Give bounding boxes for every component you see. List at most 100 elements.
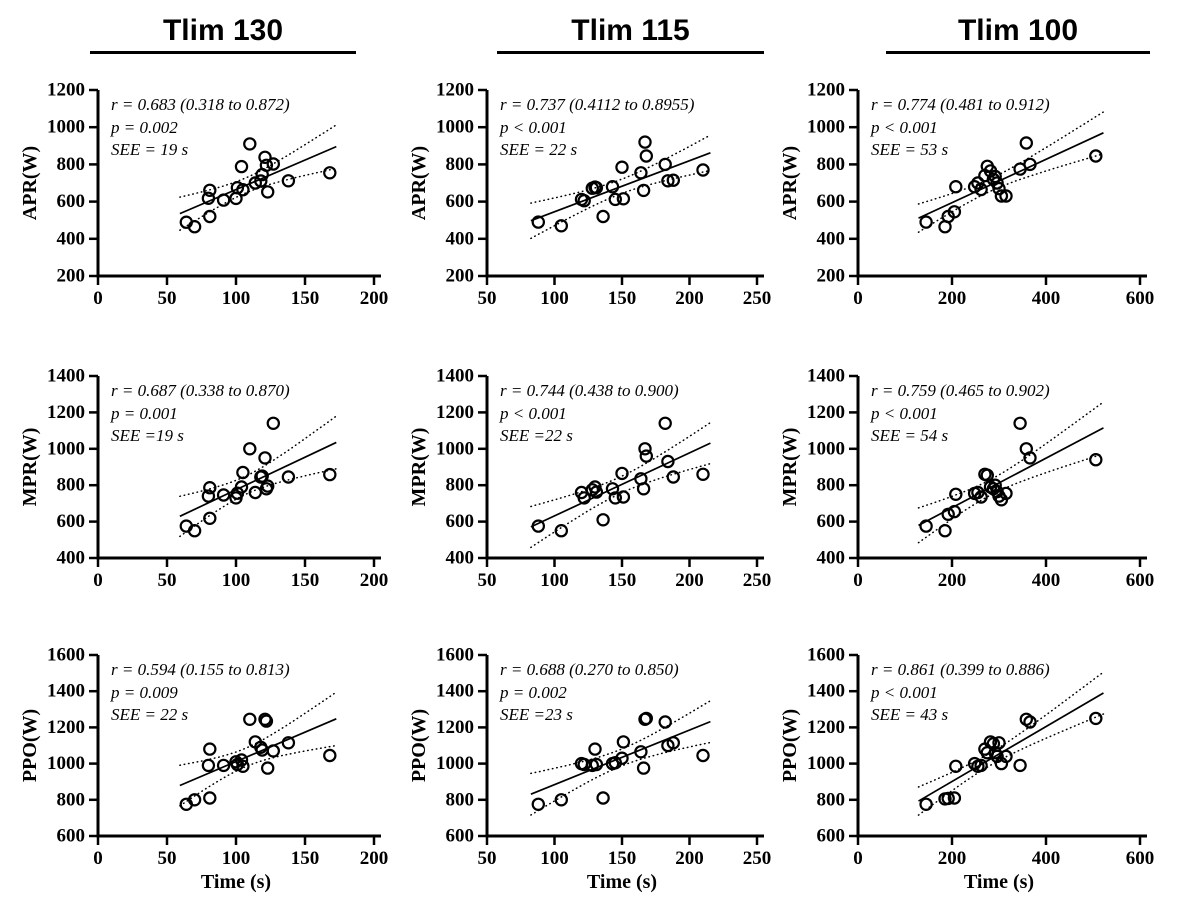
data-point — [266, 157, 280, 171]
x-tick-label: 600 — [1126, 848, 1155, 869]
data-point — [554, 524, 569, 538]
x-axis-title: Time (s) — [201, 871, 271, 893]
x-tick-label: 200 — [360, 848, 389, 869]
stats-see-line: SEE =19 s — [111, 426, 184, 445]
data-point — [323, 748, 337, 763]
data-point — [254, 174, 268, 188]
x-tick-label: 200 — [938, 288, 967, 309]
y-tick-label: 200 — [817, 266, 846, 287]
y-tick-label: 400 — [57, 228, 86, 249]
ci-upper-line — [530, 421, 712, 508]
data-point — [259, 158, 274, 172]
column-header-tlim130: Tlim 130 — [90, 14, 356, 48]
y-tick-label: 400 — [57, 548, 86, 569]
x-tick-label: 200 — [938, 848, 967, 869]
data-point — [971, 176, 985, 190]
data-point — [661, 454, 675, 469]
data-point — [949, 487, 963, 501]
x-tick-label: 50 — [478, 848, 497, 869]
data-point — [947, 205, 962, 219]
y-axis-title: PPO(W) — [19, 709, 41, 782]
x-tick-label: 200 — [360, 570, 389, 591]
data-point — [1089, 149, 1103, 163]
panel-apr-tlim130: 200 400 600 800 1000 1200 0 50 100 150 200 APR(W) r … — [19, 80, 388, 310]
y-tick-label: 1200 — [807, 402, 845, 423]
data-point — [988, 169, 1002, 184]
x-tick-label: 50 — [158, 288, 177, 309]
data-point — [234, 159, 249, 174]
y-axis-title: MPR(W) — [779, 428, 801, 507]
data-point — [634, 166, 648, 180]
x-tick-label: 100 — [222, 288, 251, 309]
stats-see-line: SEE = 19 s — [111, 140, 188, 159]
y-tick-label: 1000 — [436, 438, 474, 459]
data-point — [234, 480, 249, 494]
data-point — [234, 753, 249, 767]
x-tick-label: 250 — [743, 288, 772, 309]
y-tick-label: 1400 — [47, 681, 85, 702]
data-point — [255, 469, 269, 483]
stats-see-line: SEE = 43 s — [871, 705, 948, 724]
data-point — [216, 758, 231, 773]
data-point — [990, 176, 1004, 190]
data-point — [967, 756, 982, 771]
data-point — [658, 157, 672, 172]
y-axis-title: PPO(W) — [779, 709, 801, 782]
stats-see-line: SEE = 53 s — [871, 140, 948, 159]
stats-p-line: p < 0.001 — [870, 683, 938, 702]
y-tick-label: 400 — [446, 548, 475, 569]
data-point — [666, 736, 681, 750]
data-point — [999, 749, 1013, 764]
stats-r-line: r = 0.687 (0.338 to 0.870) — [111, 381, 290, 400]
y-tick-label: 600 — [57, 826, 86, 847]
stats-r-line: r = 0.759 (0.465 to 0.902) — [871, 381, 1050, 400]
data-point — [258, 150, 272, 164]
data-point — [608, 491, 623, 505]
data-point — [187, 793, 202, 807]
data-point — [236, 759, 250, 774]
data-point — [531, 215, 546, 229]
y-tick-label: 400 — [446, 228, 475, 249]
data-point — [919, 797, 933, 812]
data-point — [615, 160, 629, 174]
data-point — [616, 735, 631, 749]
data-point — [974, 182, 988, 197]
x-tick-label: 50 — [158, 570, 177, 591]
regression-line — [918, 692, 1104, 802]
ci-upper-line — [917, 671, 1105, 788]
y-tick-label: 800 — [57, 475, 86, 496]
data-point — [947, 504, 962, 519]
data-point — [994, 189, 1009, 203]
data-point — [323, 166, 337, 180]
data-point — [608, 192, 623, 207]
data-point — [658, 715, 672, 729]
stats-see-line: SEE =22 s — [500, 426, 573, 445]
ci-lower-line — [179, 744, 338, 807]
x-tick-label: 100 — [540, 288, 569, 309]
y-tick-label: 800 — [446, 475, 475, 496]
data-point — [266, 416, 280, 430]
data-point — [974, 490, 988, 504]
y-tick-label: 1200 — [436, 402, 474, 423]
data-point — [216, 193, 231, 207]
data-point — [554, 793, 569, 807]
data-point — [203, 183, 217, 197]
ci-upper-line — [530, 134, 712, 204]
regression-line — [530, 151, 711, 222]
x-tick-label: 150 — [291, 288, 320, 309]
data-point — [661, 174, 675, 188]
x-tick-label: 0 — [93, 288, 103, 309]
data-point — [639, 149, 654, 163]
header-underline — [497, 51, 764, 54]
data-point — [203, 791, 217, 805]
y-tick-label: 1400 — [807, 681, 845, 702]
data-point — [577, 491, 591, 505]
data-point — [554, 219, 569, 233]
ci-lower-line — [530, 169, 712, 240]
data-point — [616, 192, 631, 206]
data-point — [696, 163, 710, 177]
y-axis-title: APR(W) — [19, 146, 41, 220]
x-tick-label: 400 — [1032, 288, 1061, 309]
y-tick-label: 1200 — [47, 80, 85, 101]
